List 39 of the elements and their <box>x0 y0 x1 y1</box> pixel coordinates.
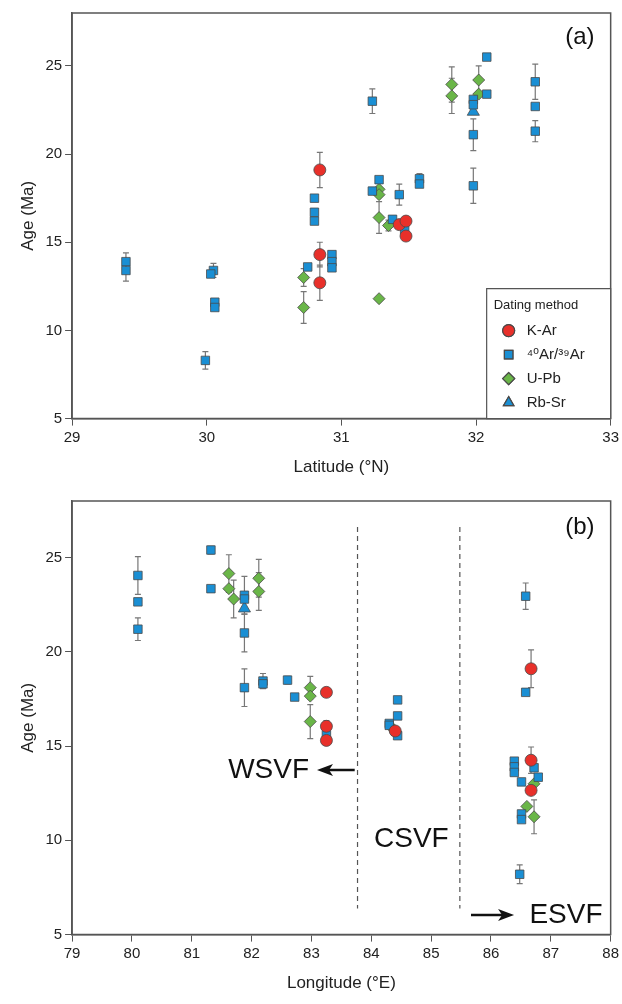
x-tick-label: 81 <box>183 943 201 961</box>
y-axis-title: Age (Ma) <box>17 180 37 251</box>
x-tick-label: 86 <box>482 943 500 961</box>
x-tick-label: 82 <box>243 943 260 961</box>
legend-title: Dating method <box>493 297 579 313</box>
x-tick-label: 32 <box>467 427 485 445</box>
legend-label: K-Ar <box>526 320 557 338</box>
x-tick-label: 87 <box>542 943 560 961</box>
y-tick-label: 20 <box>45 641 63 659</box>
annotation: (a) <box>565 21 595 49</box>
x-tick-label: 80 <box>123 943 141 961</box>
x-axis-title: Longitude (°E) <box>286 973 396 993</box>
x-tick-label: 88 <box>602 943 619 961</box>
x-tick-label: 83 <box>303 943 320 961</box>
y-tick-label: 10 <box>45 830 63 848</box>
y-axis-title: Age (Ma) <box>17 682 37 753</box>
y-tick-label: 15 <box>45 232 63 250</box>
legend-label: U-Pb <box>526 368 561 386</box>
x-tick-label: 85 <box>422 943 440 961</box>
x-tick-label: 33 <box>602 427 619 445</box>
annotation: ESVF <box>529 897 603 929</box>
x-tick-label: 79 <box>63 943 81 961</box>
annotation: WSVF <box>228 752 310 784</box>
legend-label: Rb-Sr <box>526 392 566 410</box>
y-tick-label: 20 <box>45 144 63 162</box>
y-tick-label: 10 <box>45 320 63 338</box>
x-tick-label: 30 <box>198 427 216 445</box>
x-tick-label: 31 <box>333 427 350 445</box>
y-tick-label: 25 <box>45 56 63 74</box>
x-tick-label: 84 <box>362 943 380 961</box>
annotation: CSVF <box>374 821 449 853</box>
x-tick-label: 29 <box>63 427 81 445</box>
y-tick-label: 25 <box>45 547 63 565</box>
annotation: (b) <box>565 511 595 539</box>
y-tick-label: 5 <box>53 408 63 426</box>
legend-label: ⁴⁰Ar/³⁹Ar <box>526 344 585 362</box>
x-axis-title: Latitude (°N) <box>293 457 390 477</box>
y-tick-label: 15 <box>45 736 63 754</box>
y-tick-label: 5 <box>53 924 63 942</box>
